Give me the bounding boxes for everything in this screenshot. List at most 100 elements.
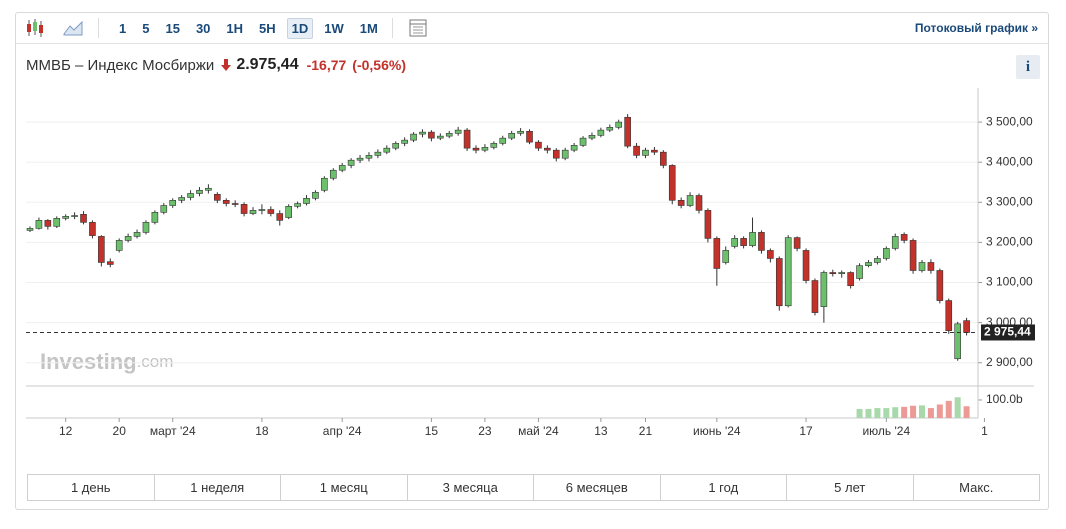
candle-body	[115, 240, 123, 251]
volume-bar	[874, 408, 881, 418]
candle-body	[294, 203, 301, 207]
period-button[interactable]: 3 месяца	[406, 475, 534, 500]
candle-body	[686, 195, 694, 206]
candle-body	[214, 193, 221, 201]
candle-body	[445, 133, 453, 137]
candle-body	[508, 133, 515, 139]
x-tick-label: 13	[594, 424, 608, 438]
candle-body	[624, 116, 631, 147]
x-tick-label: май '24	[518, 424, 559, 438]
volume-bar	[936, 404, 943, 418]
candle-body	[142, 222, 150, 233]
interval-button[interactable]: 15	[165, 20, 180, 36]
candle-body	[936, 270, 944, 301]
volume-bar	[927, 408, 934, 418]
candle-body	[811, 280, 819, 313]
volume-bar	[901, 406, 908, 418]
candle-body	[526, 131, 533, 143]
interval-button[interactable]: 1H	[226, 20, 244, 36]
candle-body	[410, 133, 417, 141]
period-button[interactable]: 6 месяцев	[533, 475, 660, 500]
table-icon[interactable]	[407, 17, 429, 39]
candle-body	[463, 129, 471, 149]
candle-body	[597, 129, 605, 136]
info-button[interactable]: i	[1016, 55, 1040, 79]
candle-body	[178, 197, 185, 201]
period-bar: 1 день 1 неделя 1 месяц 3 месяца 6 месяцев 1 …	[27, 474, 1040, 501]
candle-body	[124, 236, 132, 241]
candles-icon[interactable]	[24, 17, 46, 39]
period-button[interactable]: 1 год	[659, 475, 787, 500]
candle-body	[758, 232, 765, 251]
candle-body	[169, 200, 177, 206]
interval-button[interactable]: 5	[142, 20, 150, 36]
candle-body	[62, 216, 69, 219]
candle-body	[205, 187, 212, 191]
period-button[interactable]: 1 месяц	[280, 475, 407, 500]
instrument-title: ММВБ – Индекс Мосбиржи	[26, 56, 215, 74]
y-tick-label: 3 100,00	[986, 275, 1033, 289]
candle-body	[80, 214, 87, 223]
volume-bar	[910, 405, 917, 418]
candle-body	[44, 220, 52, 227]
x-tick-label: июнь '24	[693, 424, 741, 438]
candle-body	[231, 203, 239, 205]
candle-body	[677, 200, 685, 206]
interval-button[interactable]: 1D	[286, 17, 314, 39]
instrument-header: ММВБ – Индекс Мосбиржи 2.975,44 -16,77 (…	[26, 54, 406, 76]
candle-body	[900, 234, 908, 241]
period-button[interactable]: Макс.	[912, 475, 1040, 500]
period-button[interactable]: 5 лет	[786, 475, 913, 500]
candle-body	[615, 121, 623, 128]
candle-body	[847, 272, 854, 287]
candle-body	[660, 151, 667, 166]
volume-bar	[856, 408, 863, 418]
candle-body	[151, 212, 159, 223]
candle-body	[713, 238, 721, 269]
price-change: -16,77	[306, 57, 347, 73]
candle-body	[196, 189, 203, 194]
candle-body	[856, 265, 863, 279]
area-icon[interactable]	[62, 17, 84, 39]
price-change-percent: (-0,56%)	[352, 57, 406, 73]
candle-body	[883, 248, 890, 259]
candle-body	[927, 262, 935, 271]
streaming-chart-link[interactable]: Потоковый график »	[914, 21, 1038, 35]
interval-group: 1 5 15 30 1H 5H 1D 1W 1M	[111, 17, 386, 39]
interval-button[interactable]: 5H	[259, 20, 276, 36]
y-tick-label: 3 200,00	[986, 235, 1033, 249]
candle-body	[312, 191, 319, 199]
last-price-label: 2 975,44	[984, 325, 1031, 339]
x-tick-label: 1	[981, 424, 988, 438]
candle-body	[249, 210, 257, 214]
candle-body	[570, 145, 578, 151]
candle-body	[53, 218, 61, 227]
candle-body	[740, 238, 747, 246]
candle-body	[499, 137, 507, 144]
interval-button[interactable]: 1M	[359, 20, 378, 36]
candle-body	[918, 262, 926, 271]
interval-button[interactable]: 1W	[324, 20, 344, 36]
candle-body	[731, 238, 738, 247]
candle-body	[89, 222, 96, 236]
candle-body	[347, 159, 355, 166]
period-button[interactable]: 1 неделя	[153, 475, 281, 500]
separator	[391, 18, 393, 38]
interval-button[interactable]: 1	[119, 20, 127, 36]
candle-body	[356, 157, 364, 161]
volume-bar	[954, 397, 961, 418]
candle-body	[963, 320, 970, 333]
candle-body	[365, 155, 373, 159]
period-button[interactable]: 1 день	[70, 480, 111, 495]
candle-body	[891, 236, 899, 249]
x-tick-label: 17	[799, 424, 813, 438]
candle-body	[374, 151, 382, 156]
candle-body	[775, 258, 783, 307]
interval-button[interactable]: 30	[195, 20, 211, 36]
candle-body	[704, 210, 712, 239]
candle-body	[793, 237, 801, 249]
candle-body	[160, 205, 168, 213]
y-tick-label: 3 300,00	[986, 194, 1033, 208]
